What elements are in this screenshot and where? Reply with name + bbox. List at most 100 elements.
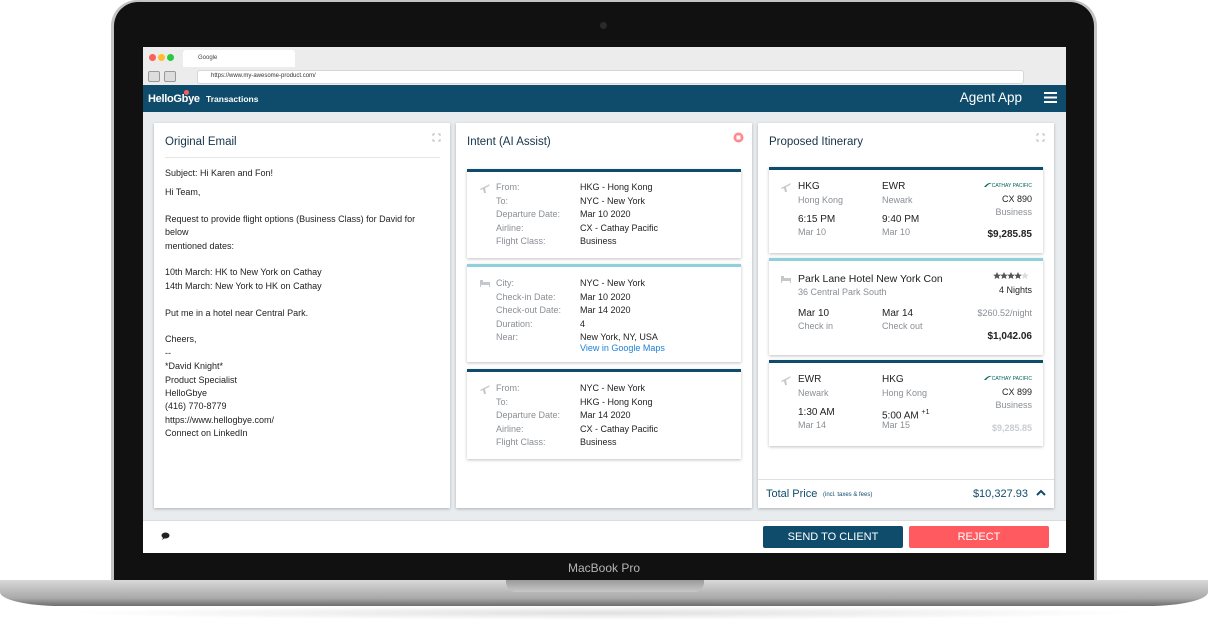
email-line: Product Specialist (165, 374, 238, 385)
airline-logo (984, 182, 992, 187)
hotel-icon (480, 280, 490, 287)
field-label: Near: (496, 332, 519, 342)
time: 6:15 PM (798, 214, 836, 225)
hotel-icon (781, 276, 791, 283)
field-value: NYC - New York (580, 383, 646, 393)
plane-icon (781, 183, 791, 192)
field-label: Check-out Date: (496, 305, 562, 315)
date: Mar 10 (798, 308, 830, 319)
panel-title: Intent (AI Assist) (467, 136, 551, 148)
total-label: Total Price (766, 488, 818, 500)
address-bar[interactable] (197, 70, 1024, 84)
rate: $260.52/night (977, 308, 1032, 318)
time: 1:30 AM (798, 407, 835, 418)
send-button[interactable]: SEND TO CLIENT (763, 526, 903, 548)
divider (758, 479, 1054, 480)
airline: CATHAY PACIFIC (991, 183, 1032, 189)
field-value: Business (580, 437, 617, 447)
field-label: Departure Date: (496, 410, 561, 420)
date: Mar 10 (798, 227, 827, 237)
email-line: 10th March: HK to New York on Cathay (165, 267, 322, 278)
field-value: Mar 14 2020 (580, 305, 631, 315)
email-line: Subject: Hi Karen and Fon! (165, 168, 274, 178)
email-line: HelloGbye (165, 388, 208, 398)
reject-button[interactable]: REJECT (909, 526, 1049, 548)
close-dot[interactable] (149, 54, 156, 61)
email-line: (416) 770-8779 (165, 401, 227, 412)
collapse-icon[interactable] (1036, 489, 1046, 496)
maps-link[interactable]: View in Google Maps (580, 342, 665, 353)
email-line: below (165, 227, 189, 238)
date: Mar 14 (798, 420, 827, 430)
intent-card (467, 169, 741, 258)
back-button[interactable] (148, 71, 160, 82)
camera (600, 22, 607, 29)
laptop-notch (506, 580, 704, 592)
email-line: Put me in a hotel near Central Park. (165, 307, 309, 318)
close-icon[interactable] (733, 132, 744, 143)
date-label: Check in (798, 321, 834, 331)
date: Mar 15 (882, 420, 911, 430)
city: Hong Kong (882, 388, 928, 398)
hotel-address: 36 Central Park South (798, 287, 887, 297)
forward-button[interactable] (164, 71, 176, 82)
airport-code: HKG (798, 181, 820, 192)
menu-icon[interactable] (1044, 92, 1057, 103)
date: Mar 10 (882, 227, 911, 237)
date: Mar 14 (882, 308, 914, 319)
expand-icon[interactable] (1036, 133, 1045, 142)
field-value: HKG - Hong Kong (580, 182, 653, 192)
time: 9:40 PM (882, 214, 920, 225)
field-label: From: (496, 383, 520, 393)
field-value: NYC - New York (580, 195, 646, 206)
email-line: Request to provide flight options (Busin… (165, 213, 416, 224)
panel-title: Original Email (165, 136, 237, 148)
field-label: To: (496, 396, 509, 407)
day-offset: +1 (921, 409, 930, 416)
field-label: Airline: (496, 222, 524, 233)
field-value: CX - Cathay Pacific (580, 423, 659, 434)
field-value: CX - Cathay Pacific (580, 222, 659, 233)
field-value: Mar 10 2020 (580, 291, 631, 302)
field-label: Check-in Date: (496, 291, 556, 302)
plane-icon (480, 385, 490, 394)
email-line: *David Knight* (165, 361, 224, 372)
app-title: Agent App (959, 90, 1022, 105)
panel-title: Proposed Itinerary (769, 136, 863, 148)
star-rating (993, 272, 1029, 279)
expand-icon[interactable] (432, 133, 441, 142)
price: $9,285.85 (991, 423, 1032, 433)
url: https://www.my-awesome-product.com/ (211, 73, 316, 79)
city: Hong Kong (798, 195, 844, 205)
nav-transactions[interactable]: Transactions (206, 94, 259, 104)
app-header (143, 85, 1066, 112)
maximize-dot[interactable] (167, 54, 174, 61)
shadow (60, 606, 1148, 620)
field-label: Airline: (496, 423, 524, 434)
flight-number: CX 890 (1001, 194, 1032, 204)
airport-code: EWR (882, 181, 906, 192)
airline: CATHAY PACIFIC (991, 376, 1032, 382)
email-line: Cheers, (165, 334, 197, 345)
nights: 4 Nights (998, 285, 1032, 295)
email-line: -- (165, 347, 171, 358)
field-value: New York, NY, USA (580, 332, 658, 342)
logo-dot (184, 90, 189, 95)
minimize-dot[interactable] (158, 54, 165, 61)
email-line: mentioned dates: (165, 240, 235, 251)
plane-icon (781, 376, 791, 385)
flight-card (769, 167, 1043, 253)
field-value: Business (580, 236, 617, 246)
hotel-name: Park Lane Hotel New York Con (798, 273, 943, 285)
email-line: https://www.hellogbye.com/ (165, 414, 275, 425)
email-line: 14th March: New York to HK on Cathay (165, 280, 322, 291)
browser-tab[interactable] (183, 50, 295, 67)
field-value: NYC - New York (580, 278, 646, 288)
chat-icon[interactable] (161, 532, 170, 540)
flight-card (769, 360, 1043, 446)
field-label: City: (496, 278, 514, 288)
logo: HelloGbye (148, 93, 200, 105)
flight-number: CX 899 (1001, 387, 1032, 397)
date-label: Check out (882, 321, 923, 331)
